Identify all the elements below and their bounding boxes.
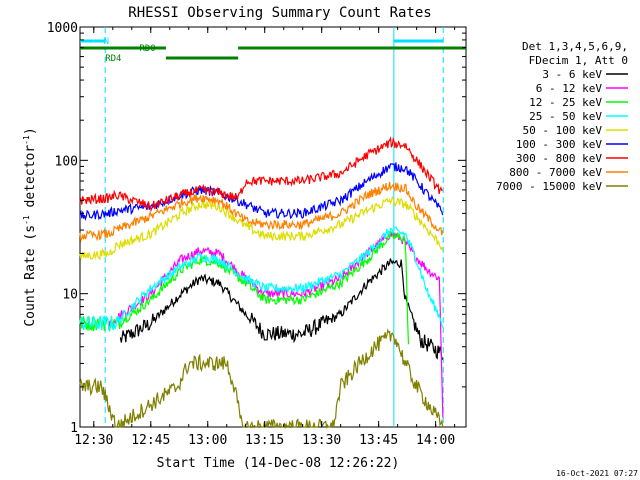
vertical-markers: [104, 27, 444, 427]
chart-title: RHESSI Observing Summary Count Rates: [128, 5, 431, 21]
series-line: [79, 162, 444, 222]
y-tick-label: 1000: [47, 21, 78, 36]
x-tick-label: 13:45: [359, 433, 398, 448]
y-tick-label: 10: [62, 288, 78, 303]
legend-entry-label: 6 - 12 keV: [536, 82, 603, 95]
series-layer: [79, 136, 444, 430]
flag-label: N: [104, 37, 109, 47]
series-line: [79, 226, 444, 332]
y-tick-label: 1: [70, 421, 78, 436]
legend-header: Det 1,3,4,5,6,9,: [522, 40, 628, 53]
series-line: [79, 136, 443, 212]
legend-entry-label: 300 - 800 keV: [516, 152, 602, 165]
flag-label: RD0: [139, 44, 155, 54]
series-line: [119, 258, 444, 360]
legend-header: FDecim 1, Att 0: [529, 54, 628, 67]
y-axis-label: Count Rate (s-1 detector-1): [22, 127, 38, 326]
flag-layer: N RD0 RD4: [80, 37, 466, 64]
flag-label: RD4: [105, 54, 121, 64]
legend-entry-label: 3 - 6 keV: [542, 68, 602, 81]
legend-entry-label: 7000 - 15000 keV: [496, 180, 602, 193]
x-axis-label: Start Time (14-Dec-08 12:26:22): [157, 456, 400, 471]
x-tick-label: 12:30: [74, 433, 113, 448]
legend-entry-label: 12 - 25 keV: [529, 96, 602, 109]
x-tick-label: 13:00: [188, 433, 227, 448]
y-tick-label: 100: [55, 154, 78, 169]
x-tick-label: 13:15: [245, 433, 284, 448]
series-line: [79, 230, 410, 345]
series-line: [79, 181, 444, 243]
legend: Det 1,3,4,5,6,9,FDecim 1, Att 03 - 6 keV…: [496, 40, 628, 193]
series-line: [79, 328, 444, 430]
legend-entry-label: 800 - 7000 keV: [509, 166, 602, 179]
legend-entry-label: 25 - 50 keV: [529, 110, 602, 123]
tick-layer: 12:30 12:45 13:00 13:15 13:30 13:45 14:00 1 10 10…: [47, 21, 466, 448]
x-tick-label: 14:00: [416, 433, 455, 448]
legend-entry-label: 100 - 300 keV: [516, 138, 602, 151]
footer-timestamp: 16-Oct-2021 07:27: [556, 469, 638, 478]
legend-entry-label: 50 - 100 keV: [523, 124, 603, 137]
x-tick-label: 13:30: [302, 433, 341, 448]
series-line: [79, 195, 444, 261]
series-line: [108, 231, 444, 418]
x-tick-label: 12:45: [131, 433, 170, 448]
